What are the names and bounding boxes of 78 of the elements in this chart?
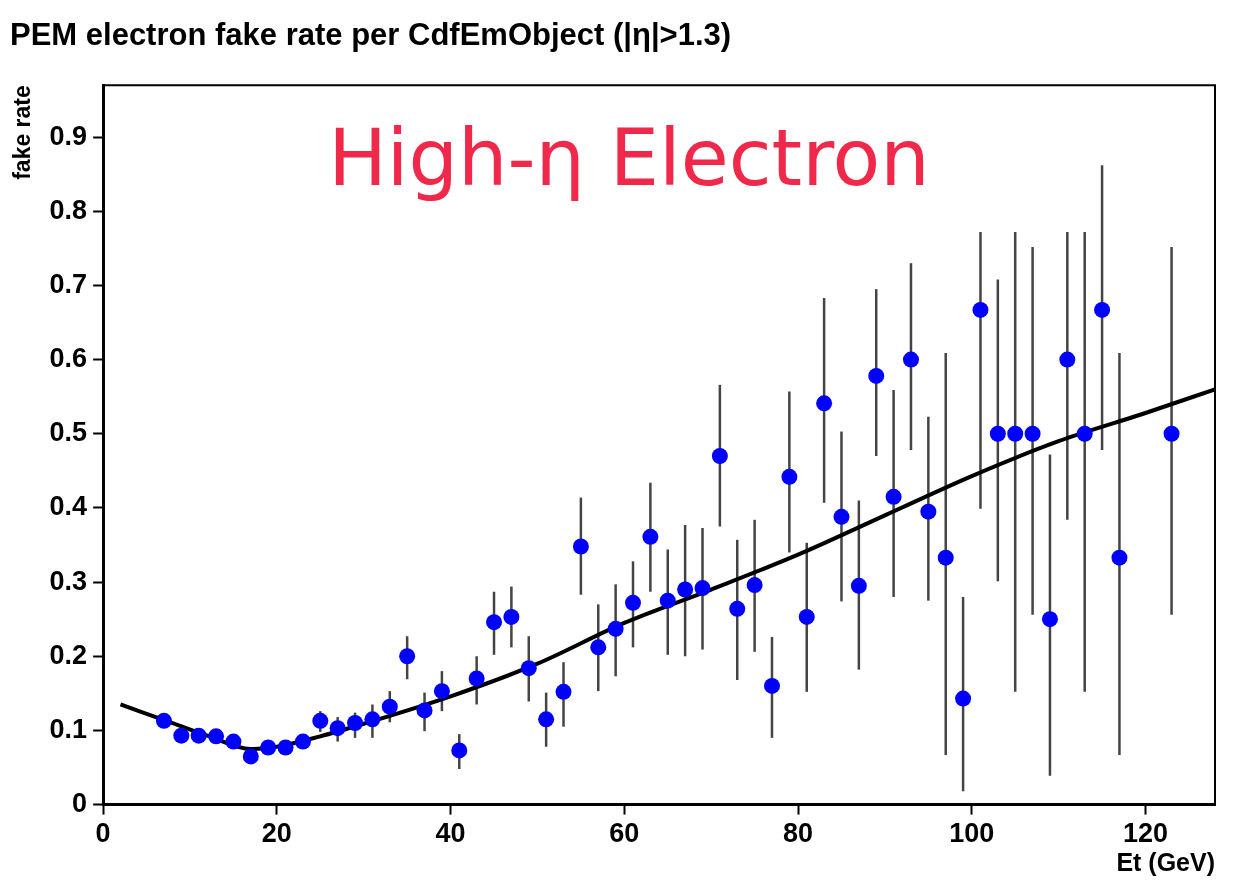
point [625,594,642,611]
point [329,720,346,737]
x-tick-label: 40 [435,818,466,849]
point [902,351,919,368]
y-tick-label: 0.8 [49,194,88,225]
point [885,488,902,505]
point [451,742,468,759]
point [711,448,728,465]
point [1024,425,1041,442]
point [347,715,364,732]
x-tick-label: 20 [261,818,292,849]
point [955,690,972,707]
point [538,711,555,728]
y-tick-label: 0.2 [49,639,88,670]
point [850,577,867,594]
y-tick-label: 0.6 [49,343,88,374]
point [833,508,850,525]
y-tick-label: 0 [72,788,88,819]
y-tick-label: 0.3 [49,565,88,596]
point [677,581,694,598]
x-axis-title: Et (GeV) [1116,847,1215,876]
point [1076,425,1093,442]
point [1094,301,1111,318]
y-axis-title: fake rate [9,85,36,180]
point [468,670,485,687]
point [572,538,589,555]
point [798,608,815,625]
point [972,301,989,318]
point [746,577,763,594]
point [642,528,659,545]
point [694,580,711,597]
point [590,639,607,656]
point [989,425,1006,442]
x-tick-label: 60 [609,818,640,849]
point [729,600,746,617]
point [1111,549,1128,566]
point [155,712,172,729]
point [399,648,416,665]
x-tick-label: 100 [949,818,995,849]
point [381,698,398,715]
chart-title: PEM electron fake rate per CdfEmObject (|η|>1.3) [10,17,732,53]
point [1041,611,1058,628]
point [816,395,833,412]
point [242,748,259,765]
annotation: High-η Electron [328,113,930,204]
point [486,614,503,631]
y-tick-label: 0.7 [49,268,88,299]
point [190,727,207,744]
x-tick-label: 0 [95,818,111,849]
point [520,660,537,677]
x-tick-label: 120 [1122,818,1169,849]
point [312,712,329,729]
point [433,683,450,700]
point [937,549,954,566]
point [607,620,624,637]
point [260,739,277,756]
point [920,503,937,520]
point [868,367,885,384]
point [781,468,798,485]
point [503,608,520,625]
point [225,733,242,750]
point [659,592,676,609]
point [208,728,225,745]
x-tick-label: 80 [783,818,814,849]
point [555,683,572,700]
point [1163,425,1180,442]
y-tick-label: 0.5 [49,417,88,448]
point [294,733,311,750]
point [277,739,294,756]
point [1059,351,1076,368]
y-tick-label: 0.1 [49,713,88,744]
point [763,677,780,694]
point [1007,425,1024,442]
point [364,711,381,728]
y-tick-label: 0.9 [49,120,88,151]
y-tick-label: 0.4 [49,491,88,522]
point [416,702,433,719]
point [173,727,190,744]
